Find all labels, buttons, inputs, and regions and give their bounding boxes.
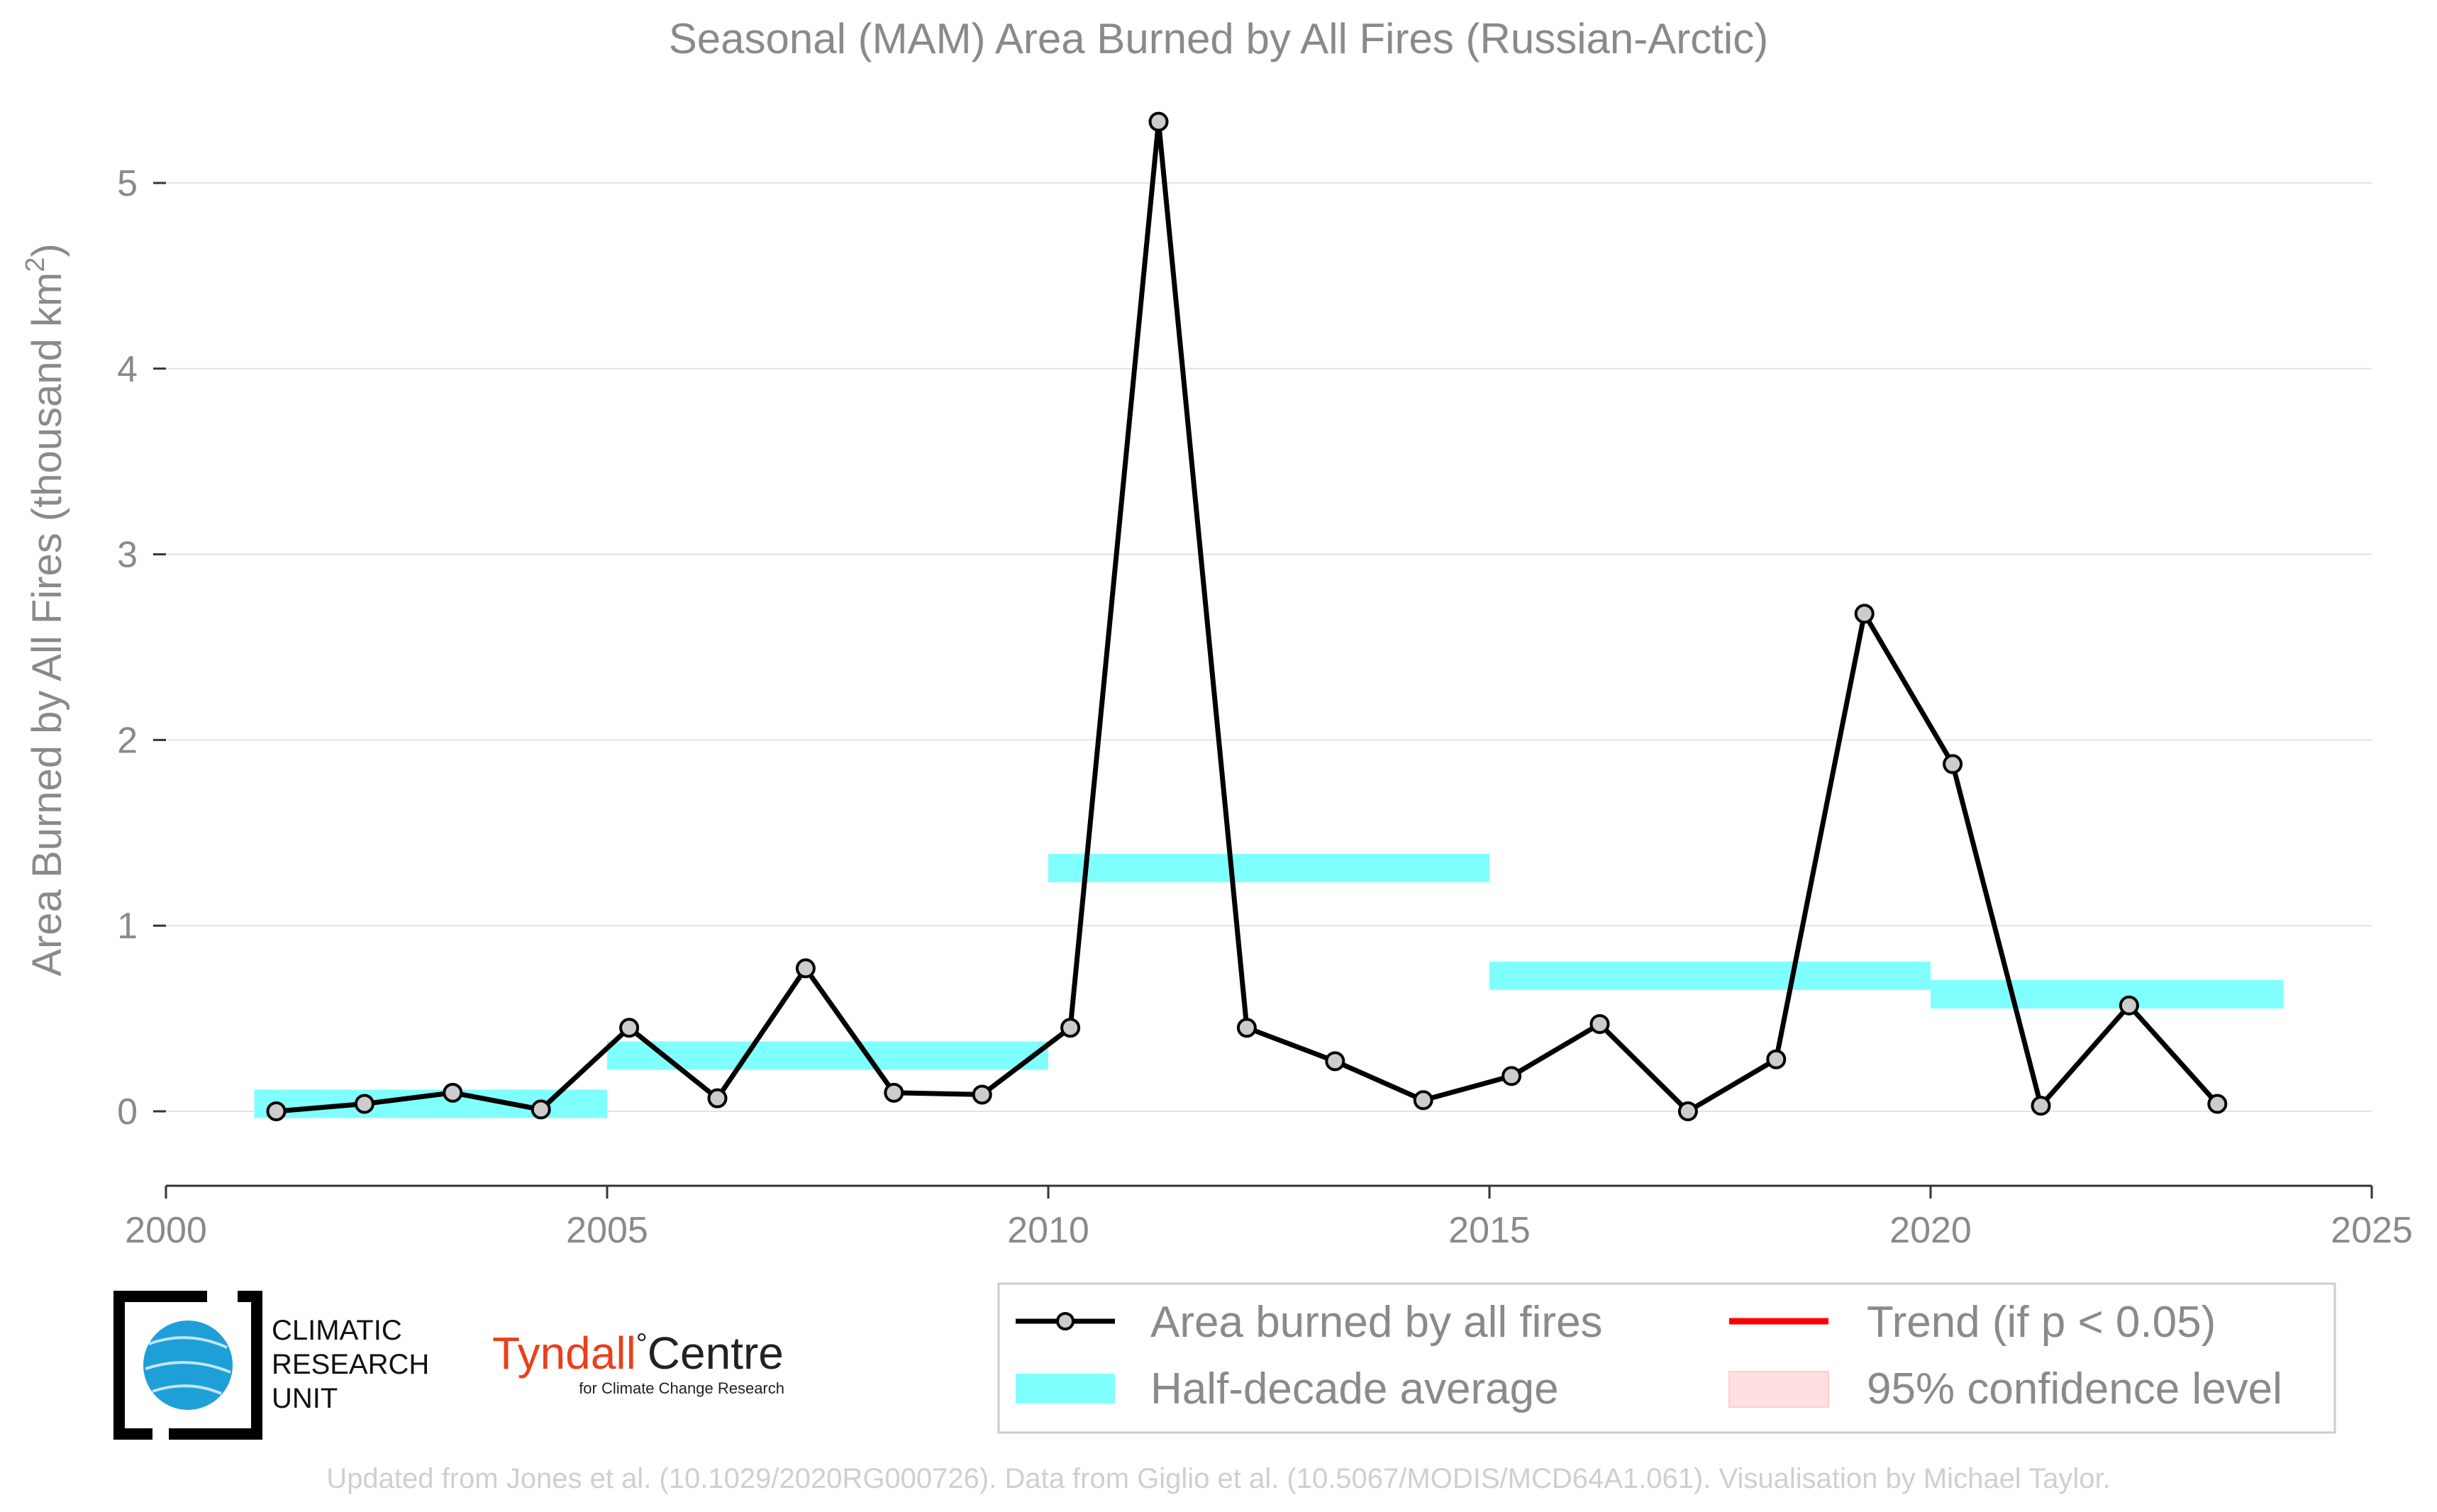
- data-point-4: [619, 1018, 640, 1038]
- legend-label-confidence: 95% confidence level: [1867, 1364, 2282, 1413]
- legend-confidence-swatch: [1728, 1371, 1829, 1408]
- data-point-9: [1060, 1018, 1081, 1038]
- x-tick-label-2025: 2025: [2331, 1210, 2413, 1251]
- cru-text-line-1: CLIMATIC: [272, 1315, 402, 1346]
- data-point-16: [1677, 1101, 1698, 1121]
- data-point-19: [1943, 754, 1963, 774]
- data-point-10: [1148, 111, 1169, 132]
- y-tick-label-2: 2: [117, 720, 138, 761]
- half-decade-bar-3: [1489, 961, 1931, 990]
- cru-globe-lines: [145, 1336, 231, 1395]
- cru-logo: CLIMATIC RESEARCH UNIT: [113, 1291, 429, 1440]
- x-axis: 2000 2005 2010 2015 2020 2025: [125, 1184, 2413, 1251]
- half-decade-bars: [254, 854, 2284, 1118]
- tyndall-wordmark-degree: °: [636, 1328, 648, 1360]
- cru-text-line-2: RESEARCH: [272, 1349, 429, 1380]
- data-point-17: [1766, 1049, 1787, 1069]
- y-tick-label-3: 3: [117, 535, 138, 576]
- data-point-13: [1413, 1090, 1433, 1111]
- x-tick-label-2020: 2020: [1889, 1210, 1972, 1251]
- tyndall-wordmark-tyndall: Tyndall: [492, 1328, 636, 1379]
- data-point-12: [1325, 1051, 1345, 1072]
- cru-logo-right-bracket: [169, 1291, 262, 1440]
- data-point-22: [2207, 1094, 2228, 1114]
- legend-label-area-burned: Area burned by all fires: [1150, 1298, 1603, 1347]
- grid-lines: [166, 182, 2372, 1112]
- data-point-21: [2119, 995, 2139, 1016]
- tyndall-wordmark-centre: Centre: [648, 1328, 784, 1379]
- chart-title: Seasonal (MAM) Area Burned by All Fires …: [669, 15, 1769, 62]
- y-tick-labels: 0 1 2 3 4 5: [117, 163, 166, 1133]
- y-axis-label-main: Area Burned by All Fires (thousand km: [24, 272, 70, 977]
- data-point-5: [707, 1088, 728, 1108]
- half-decade-bar-1: [607, 1041, 1048, 1070]
- data-point-18: [1854, 604, 1875, 624]
- half-decade-bar-4: [1931, 980, 2284, 1009]
- x-tick-label-2005: 2005: [566, 1210, 648, 1251]
- credit-text: Updated from Jones et al. (10.1029/2020R…: [326, 1463, 2110, 1494]
- legend-label-trend: Trend (if p < 0.05): [1867, 1298, 2216, 1347]
- data-point-0: [266, 1101, 287, 1121]
- data-point-8: [972, 1084, 992, 1105]
- tyndall-logo: Tyndall°Centre for Climate Change Resear…: [492, 1328, 784, 1397]
- data-point-3: [531, 1099, 551, 1120]
- x-tick-label-2010: 2010: [1007, 1210, 1089, 1251]
- half-decade-bar-2: [1048, 854, 1489, 883]
- y-tick-label-0: 0: [117, 1091, 138, 1133]
- y-tick-label-4: 4: [117, 349, 138, 390]
- legend-marker-swatch: [1056, 1312, 1075, 1330]
- legend: Area burned by all fires Half-decade ave…: [997, 1282, 2336, 1434]
- y-tick-label-1: 1: [117, 906, 138, 947]
- series-area-burned: [266, 111, 2228, 1121]
- data-point-2: [443, 1082, 463, 1103]
- x-tick-label-2000: 2000: [125, 1210, 207, 1251]
- data-point-7: [884, 1082, 904, 1103]
- y-tick-label-5: 5: [117, 163, 138, 204]
- x-tick-label-2015: 2015: [1448, 1210, 1531, 1251]
- legend-half-decade-swatch: [1016, 1374, 1115, 1403]
- data-point-15: [1589, 1013, 1610, 1034]
- data-point-14: [1501, 1066, 1522, 1086]
- tyndall-wordmark: Tyndall°Centre: [492, 1328, 784, 1379]
- y-axis-label-sup: 2: [21, 257, 50, 272]
- data-point-6: [795, 958, 816, 979]
- data-point-1: [354, 1094, 374, 1114]
- legend-label-half-decade: Half-decade average: [1150, 1364, 1559, 1413]
- tyndall-subtitle: for Climate Change Research: [579, 1379, 784, 1397]
- y-axis-label-close: ): [24, 243, 70, 257]
- legend-frame: [997, 1282, 2336, 1434]
- data-point-11: [1236, 1018, 1257, 1038]
- cru-logo-left-bracket: [113, 1291, 207, 1440]
- cru-text-line-3: UNIT: [272, 1383, 338, 1414]
- data-point-20: [2031, 1096, 2051, 1116]
- y-axis-label: Area Burned by All Fires (thousand km2): [21, 243, 70, 976]
